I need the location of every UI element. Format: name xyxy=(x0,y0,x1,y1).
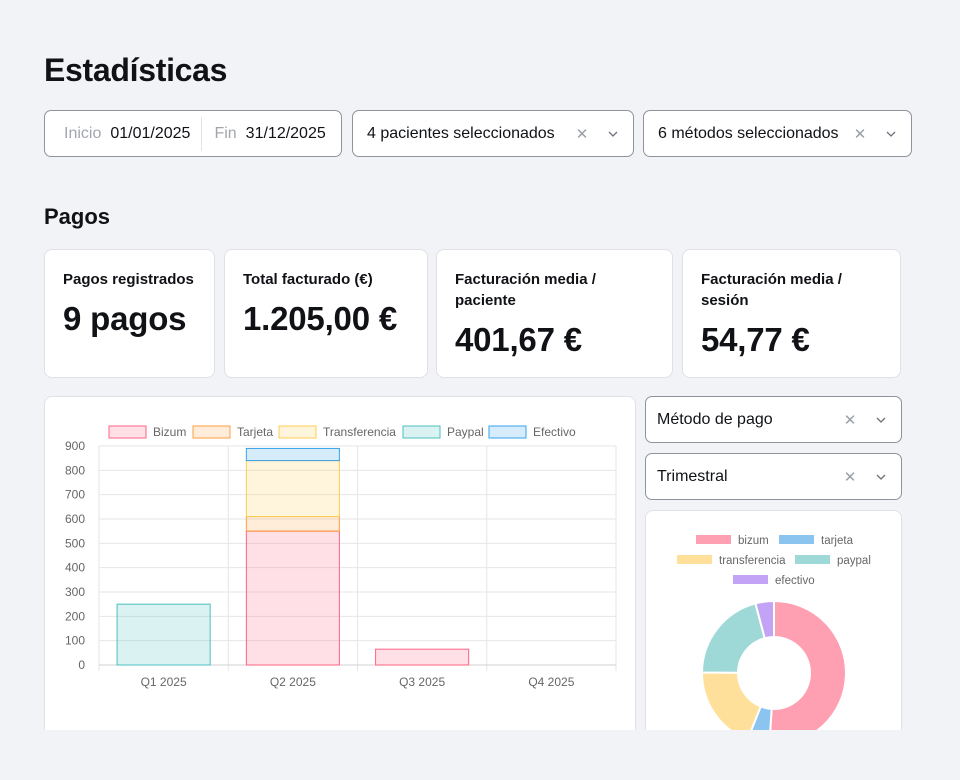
legend-swatch xyxy=(192,425,231,439)
bar-bizum xyxy=(375,648,470,666)
y-tick-label: 100 xyxy=(65,634,85,648)
legend-label: Bizum xyxy=(153,425,186,439)
kpi-label: Facturación media / sesión xyxy=(701,271,842,309)
x-tick-label: Q4 2025 xyxy=(528,675,574,689)
clear-methods-icon[interactable]: ✕ xyxy=(853,125,867,143)
bar-bizum xyxy=(245,530,340,666)
chevron-down-icon[interactable] xyxy=(861,474,901,480)
clear-group-by-icon[interactable]: ✕ xyxy=(843,411,857,429)
y-tick-label: 200 xyxy=(65,609,85,623)
kpi-value: 1.205,00 € xyxy=(243,300,397,337)
section-title: Pagos xyxy=(44,204,111,229)
methods-select[interactable]: 6 métodos seleccionados ✕ xyxy=(643,110,912,157)
y-tick-label: 700 xyxy=(65,488,85,502)
chevron-down-icon[interactable] xyxy=(871,131,911,137)
group-by-value: Método de pago xyxy=(657,410,773,428)
page-title: Estadísticas xyxy=(44,52,228,88)
y-tick-label: 800 xyxy=(65,463,85,477)
kpi-card-avg-patient: Facturación media / paciente 401,67 € xyxy=(436,249,673,378)
legend-label: transferencia xyxy=(719,555,786,567)
y-tick-label: 500 xyxy=(65,536,85,550)
kpi-card-payments: Pagos registrados 9 pagos xyxy=(44,249,215,378)
kpi-label: Facturación media / paciente xyxy=(455,271,596,309)
donut-slice-efectivo xyxy=(754,599,775,640)
y-tick-label: 900 xyxy=(65,439,85,453)
date-end-field[interactable]: Fin 31/12/2025 xyxy=(201,116,326,151)
donut-chart: bizum tarjeta transferencia paypal efectivo xyxy=(677,535,871,746)
page-bottom-fade xyxy=(0,730,960,780)
legend-label: Transferencia xyxy=(323,425,396,439)
period-value: Trimestral xyxy=(657,467,728,485)
legend-swatch xyxy=(779,535,814,544)
kpi-label: Total facturado (€) xyxy=(243,271,373,288)
legend-swatch xyxy=(677,555,712,564)
x-tick-label: Q3 2025 xyxy=(399,675,445,689)
legend-swatch xyxy=(402,425,441,439)
y-tick-label: 300 xyxy=(65,585,85,599)
legend-label: Tarjeta xyxy=(237,425,273,439)
legend-swatch xyxy=(278,425,317,439)
period-select[interactable]: Trimestral ✕ xyxy=(645,453,902,500)
legend-swatch xyxy=(795,555,830,564)
legend-label: Paypal xyxy=(447,425,484,439)
legend-label: tarjeta xyxy=(821,535,854,547)
clear-period-icon[interactable]: ✕ xyxy=(843,468,857,486)
stacked-bar-chart: Bizum Tarjeta Transferencia Paypal Efectivo 0… xyxy=(65,425,617,689)
bar-efectivo xyxy=(245,447,340,462)
bar-tarjeta xyxy=(245,516,340,532)
group-by-select[interactable]: Método de pago ✕ xyxy=(645,396,902,443)
legend-label: bizum xyxy=(738,535,769,547)
y-tick-label: 0 xyxy=(78,658,85,672)
legend-label: Efectivo xyxy=(533,425,576,439)
kpi-value: 9 pagos xyxy=(63,300,187,337)
legend-swatch xyxy=(488,425,527,439)
legend-label: paypal xyxy=(837,555,871,567)
date-range-filter[interactable]: Inicio 01/01/2025 Fin 31/12/2025 xyxy=(44,110,342,157)
date-end-label: Fin xyxy=(214,124,237,142)
chevron-down-icon[interactable] xyxy=(861,417,901,423)
date-end-value: 31/12/2025 xyxy=(245,124,326,142)
chevron-down-icon[interactable] xyxy=(593,131,633,137)
bar-paypal xyxy=(116,603,211,666)
kpi-card-avg-session: Facturación media / sesión 54,77 € xyxy=(682,249,901,378)
kpi-value: 54,77 € xyxy=(701,321,810,358)
donut-chart-card: bizum tarjeta transferencia paypal efectivo xyxy=(645,510,902,750)
legend-label: efectivo xyxy=(775,575,815,587)
kpi-label: Pagos registrados xyxy=(63,271,194,288)
x-tick-label: Q1 2025 xyxy=(141,675,187,689)
legend-swatch xyxy=(696,535,731,544)
date-start-label: Inicio xyxy=(64,124,102,142)
patients-select-value: 4 pacientes seleccionados xyxy=(367,124,555,142)
bar-transferencia xyxy=(245,460,340,518)
bar-chart-card: Bizum Tarjeta Transferencia Paypal Efectivo 0… xyxy=(44,396,636,756)
legend-swatch xyxy=(733,575,768,584)
clear-patients-icon[interactable]: ✕ xyxy=(575,125,589,143)
donut-slice-bizum xyxy=(768,599,847,746)
x-tick-label: Q2 2025 xyxy=(270,675,316,689)
y-tick-label: 400 xyxy=(65,561,85,575)
legend-swatch xyxy=(108,425,147,439)
y-tick-label: 600 xyxy=(65,512,85,526)
kpi-value: 401,67 € xyxy=(455,321,582,358)
date-start-field[interactable]: Inicio 01/01/2025 xyxy=(45,111,190,156)
date-start-value: 01/01/2025 xyxy=(110,124,191,142)
donut-slice-paypal xyxy=(700,602,766,674)
patients-select[interactable]: 4 pacientes seleccionados ✕ xyxy=(352,110,634,157)
kpi-card-total: Total facturado (€) 1.205,00 € xyxy=(224,249,428,378)
methods-select-value: 6 métodos seleccionados xyxy=(658,124,839,142)
